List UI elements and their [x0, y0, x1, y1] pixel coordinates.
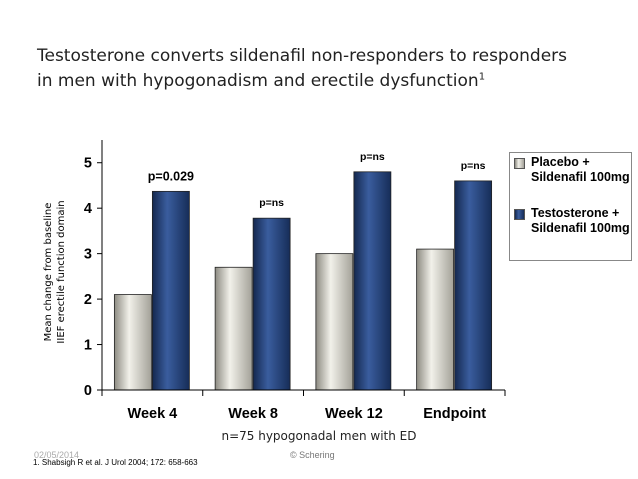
- bar-placebo-week-12: [315, 253, 354, 391]
- chart-legend: Placebo + Sildenafil 100mg Testosterone …: [509, 152, 632, 261]
- bar-placebo-week-8: [214, 266, 253, 391]
- p-value-annotation: p=ns: [259, 197, 284, 209]
- bar-placebo-endpoint: [416, 248, 455, 391]
- legend-swatch-testosterone: [514, 209, 525, 220]
- legend-label-testosterone: Testosterone + Sildenafil 100mg: [531, 206, 630, 235]
- y-tick-label: 4: [84, 201, 92, 217]
- copyright-notice: © Schering: [290, 450, 335, 460]
- title-reference-marker: 1: [478, 71, 486, 83]
- y-axis-title-line-2: IIEF erectile function domain: [56, 200, 67, 343]
- y-tick-label: 2: [84, 292, 92, 308]
- y-tick-label: 1: [84, 338, 92, 354]
- p-value-annotation: p=0.029: [148, 169, 194, 183]
- x-tick-label: Week 4: [128, 406, 178, 422]
- bar-testosterone-week-8: [252, 217, 291, 391]
- p-value-annotation: p=ns: [461, 160, 486, 172]
- y-axis-title-line-1: Mean change from baseline: [43, 203, 54, 342]
- p-value-annotation: p=ns: [360, 151, 385, 163]
- slide-title: Testosterone converts sildenafil non-res…: [37, 44, 617, 94]
- bar-placebo-week-4: [113, 294, 152, 391]
- legend-item-testosterone: Testosterone + Sildenafil 100mg: [514, 206, 631, 236]
- x-tick-label: Week 12: [325, 406, 383, 422]
- title-line-1: Testosterone converts sildenafil non-res…: [37, 46, 567, 66]
- slide-date: 02/05/2014: [34, 450, 80, 460]
- x-tick-label: Week 8: [228, 406, 278, 422]
- title-line-2: in men with hypogonadism and erectile dy…: [37, 71, 479, 91]
- legend-item-placebo: Placebo + Sildenafil 100mg: [514, 155, 631, 185]
- reference-footnote: 1. Shabsigh R et al. J Urol 2004; 172: 6…: [33, 458, 198, 467]
- legend-label-placebo: Placebo + Sildenafil 100mg: [531, 155, 630, 184]
- bar-testosterone-endpoint: [454, 180, 493, 391]
- x-tick-label: Endpoint: [423, 406, 486, 422]
- bar-testosterone-week-4: [151, 190, 190, 391]
- legend-swatch-placebo: [514, 158, 525, 169]
- y-tick-label: 3: [84, 247, 92, 263]
- sample-size-note: n=75 hypogonadal men with ED: [221, 429, 417, 443]
- bar-testosterone-week-12: [353, 171, 392, 391]
- y-tick-label: 0: [84, 383, 92, 399]
- y-tick-label: 5: [84, 156, 92, 172]
